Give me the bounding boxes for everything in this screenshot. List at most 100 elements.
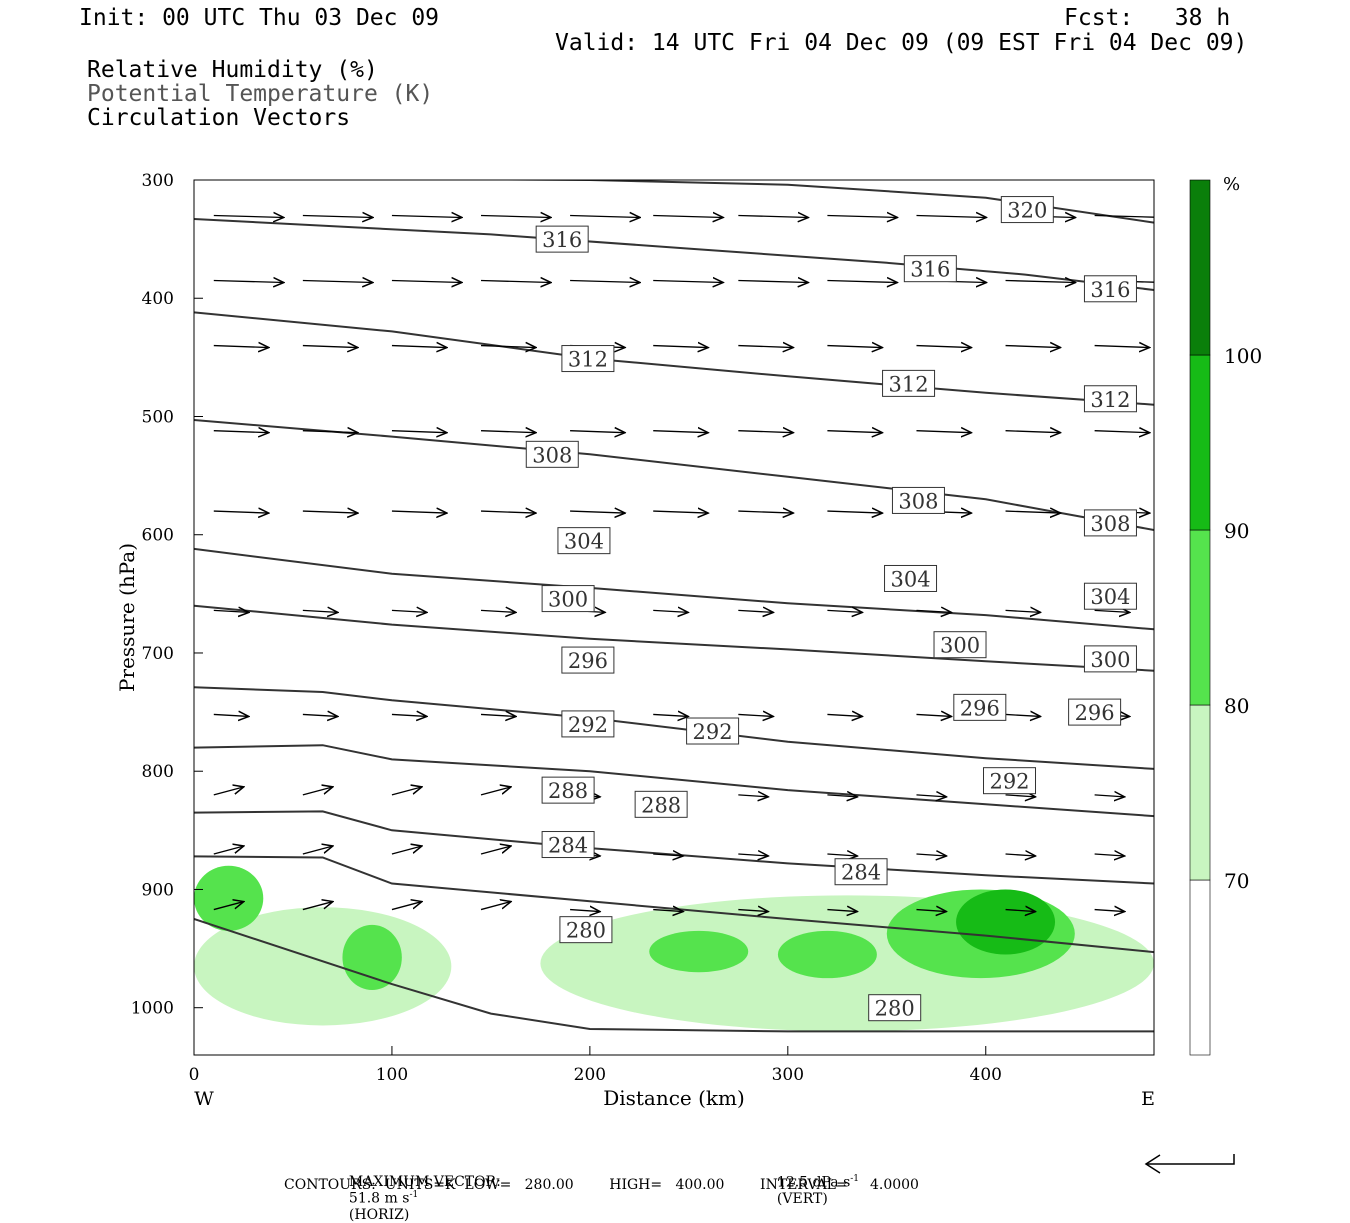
y-tick-label-400: 400 (142, 289, 174, 309)
circulation-vector (738, 610, 773, 612)
circulation-vector (827, 215, 897, 217)
circulation-vector (570, 215, 640, 217)
theta-label-box (868, 994, 922, 1022)
circulation-vector (653, 854, 683, 856)
circulation-vector (570, 910, 600, 912)
circulation-vector (738, 854, 768, 856)
circulation-vector (480, 787, 511, 796)
circulation-vector (916, 910, 946, 912)
theta-label-300-1: 300 (933, 631, 987, 659)
circulation-vector (213, 714, 249, 716)
circulation-vector (302, 346, 358, 348)
circulation-vector (738, 511, 793, 513)
circulation-vector (302, 511, 358, 513)
circulation-vector (653, 714, 688, 716)
west-label: W (194, 1088, 214, 1110)
theta-label-box (535, 225, 589, 253)
circulation-vector (391, 281, 462, 283)
theta-label-292-1: 292 (686, 717, 740, 745)
circulation-vector (213, 281, 284, 283)
rh-area-2 (194, 865, 264, 931)
circulation-vector (213, 431, 269, 433)
circulation-vector (738, 346, 793, 348)
theta-label-box (1083, 385, 1137, 413)
theta-label-box (686, 717, 740, 745)
circulation-vector (302, 610, 338, 612)
theta-label-text: 312 (889, 372, 929, 396)
valid-time: Valid: 14 UTC Fri 04 Dec 09 (09 EST Fri … (555, 30, 1248, 56)
circulation-vector (827, 346, 882, 348)
circulation-vector (302, 281, 373, 283)
theta-label-296-2: 296 (1068, 698, 1122, 726)
circulation-vector (1094, 854, 1125, 856)
circulation-vector (480, 902, 511, 911)
theta-label-300-2: 300 (1083, 645, 1137, 673)
circulation-vector (916, 346, 971, 348)
forecast-hour: Fcst: 38 h (1064, 5, 1231, 31)
circulation-vector (570, 281, 640, 283)
circulation-vector (302, 846, 333, 855)
x-tick-label-100: 100 (376, 1065, 408, 1085)
y-tick-label-300: 300 (142, 171, 174, 191)
theta-label-284-1: 284 (834, 858, 888, 886)
circulation-vector (1005, 431, 1061, 433)
y-tick-label-600: 600 (142, 526, 174, 546)
max-vector-label: MAXIMUM VECTOR: (348, 1174, 501, 1190)
circulation-vector (213, 846, 244, 855)
circulation-vector (391, 846, 422, 855)
plot-frame (193, 179, 1155, 1056)
theta-label-316-2: 316 (1083, 275, 1137, 303)
circulation-vector (213, 346, 269, 348)
circulation-vector (213, 215, 284, 217)
circulation-vector (391, 215, 462, 217)
colorbar-unit: % (1223, 174, 1240, 195)
theta-contour-300 (194, 604, 1154, 672)
theta-label-box (561, 345, 615, 373)
circulation-vector (1094, 431, 1150, 433)
theta-label-text: 316 (910, 258, 950, 282)
horiz-tag: (HORIZ) (348, 1206, 410, 1223)
theta-label-300-0: 300 (541, 585, 595, 613)
circulation-vector (738, 795, 768, 797)
theta-label-text: 300 (548, 588, 588, 612)
theta-label-320-0: 320 (1000, 196, 1054, 224)
circulation-vector (302, 787, 333, 796)
circulation-vector (391, 431, 447, 433)
circulation-vector (738, 215, 808, 217)
circulation-vector (653, 610, 688, 612)
circulation-vector (480, 846, 511, 855)
circulation-vector (827, 431, 882, 433)
circulation-vector (480, 281, 551, 283)
colorbar-segment-4 (1189, 179, 1211, 356)
theta-label-text: 312 (1090, 388, 1130, 412)
circulation-vector (738, 281, 808, 283)
theta-label-box (557, 527, 611, 555)
theta-contour-292 (194, 744, 1154, 818)
circulation-vector (213, 610, 249, 612)
vert-exponent: -1 (850, 1174, 860, 1184)
theta-label-304-2: 304 (1083, 582, 1137, 610)
theta-label-296-0: 296 (561, 646, 615, 674)
circulation-vector (213, 787, 244, 796)
x-tick-label-200: 200 (574, 1065, 606, 1085)
theta-contour-316 (194, 218, 1154, 291)
theta-contour-312 (194, 311, 1154, 406)
theta-label-292-0: 292 (561, 710, 615, 738)
theta-label-text: 300 (1090, 648, 1130, 672)
circulation-vector (827, 854, 857, 856)
theta-contour-288 (194, 810, 1154, 885)
contours-info: CONTOURS: UNITS=K LOW= 280.00 HIGH= 400.… (284, 1177, 919, 1193)
y-tick-label-800: 800 (142, 762, 174, 782)
circulation-vector (1005, 795, 1036, 797)
theta-label-text: 316 (542, 228, 582, 252)
theta-label-text: 292 (568, 713, 608, 737)
circulation-vector (391, 902, 422, 911)
max-vector-horiz: 51.8 m s (348, 1190, 410, 1207)
theta-label-text: 308 (532, 443, 572, 467)
x-axis-title: Distance (km) (603, 1086, 745, 1110)
theta-label-text: 288 (641, 793, 681, 817)
circulation-vector (827, 714, 862, 716)
y-tick-label-900: 900 (142, 880, 174, 900)
theta-label-text: 280 (875, 997, 915, 1021)
